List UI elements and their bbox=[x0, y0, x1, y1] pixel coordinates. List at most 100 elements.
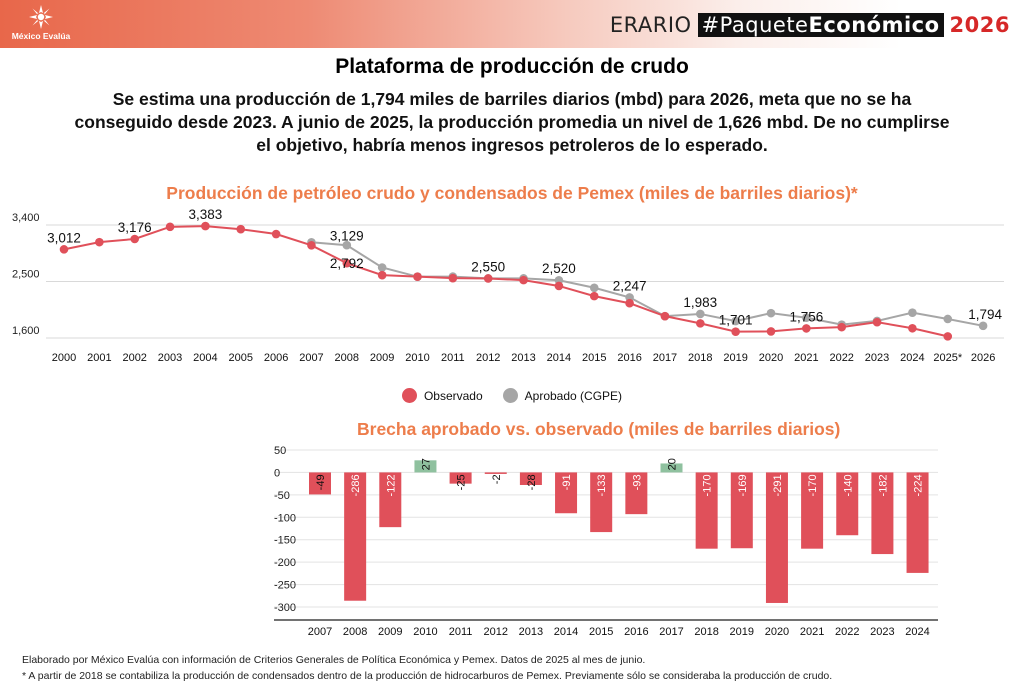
footnote-source: Elaborado por México Evalúa con informac… bbox=[22, 654, 646, 666]
x-tick-label: 2023 bbox=[865, 352, 889, 364]
erario-brand: ERARIO #PaqueteEconómico 2026 bbox=[610, 12, 1010, 38]
data-point-observed bbox=[625, 298, 634, 308]
data-label: 3,129 bbox=[330, 229, 364, 244]
data-point-observed bbox=[943, 332, 953, 341]
x-tick-label: 2026 bbox=[971, 352, 995, 364]
gap-bar bbox=[660, 463, 683, 473]
mexico-evalua-logo: México Evalúa bbox=[8, 4, 74, 46]
bar-value-label: -93 bbox=[631, 474, 643, 490]
gap-bar bbox=[555, 472, 578, 514]
series-line-observed bbox=[63, 225, 948, 338]
data-point-observed bbox=[731, 327, 740, 336]
x-tick-label: 2009 bbox=[370, 352, 394, 364]
data-point-approved bbox=[589, 283, 599, 293]
gap-bar bbox=[730, 472, 753, 549]
gap-bar bbox=[590, 472, 613, 533]
data-point-observed bbox=[908, 323, 917, 333]
x-tick-label: 2006 bbox=[264, 352, 288, 364]
x-tick-label: 2005 bbox=[229, 352, 253, 364]
x-tick-label: 2007 bbox=[308, 626, 332, 638]
y-tick-label: 2,500 bbox=[12, 269, 40, 281]
x-tick-label: 2015 bbox=[589, 626, 613, 638]
brand-bold: Económico bbox=[808, 13, 940, 37]
data-point-approved bbox=[766, 308, 776, 318]
gap-bar bbox=[871, 472, 894, 555]
data-point-observed bbox=[589, 291, 599, 301]
legend-dot-approved bbox=[502, 388, 518, 403]
gap-bar bbox=[625, 472, 648, 515]
data-label: 3,012 bbox=[47, 230, 81, 245]
legend-label-approved: Aprobado (CGPE) bbox=[524, 388, 623, 403]
data-point-observed bbox=[483, 274, 493, 283]
x-tick-label: 2013 bbox=[511, 352, 535, 364]
data-label: 2,550 bbox=[471, 259, 505, 274]
data-label: 2,520 bbox=[542, 261, 576, 276]
line-chart-title: Producción de petróleo crudo y condensad… bbox=[166, 183, 858, 203]
x-tick-label: 2016 bbox=[617, 352, 641, 364]
bar-value-label: 27 bbox=[420, 458, 432, 470]
data-point-observed bbox=[130, 234, 139, 244]
brand-hash: #Paquete bbox=[701, 13, 809, 37]
gap-bar bbox=[906, 472, 929, 573]
bar-value-label: -224 bbox=[913, 474, 925, 496]
x-tick-label: 2022 bbox=[829, 352, 853, 364]
data-label: 2,247 bbox=[613, 278, 647, 293]
gap-bar bbox=[519, 472, 542, 485]
bar-value-label: -25 bbox=[456, 474, 468, 490]
data-point-observed bbox=[342, 258, 352, 268]
data-point-approved bbox=[342, 240, 352, 250]
y-tick-label: -300 bbox=[274, 602, 296, 614]
data-label: 1,756 bbox=[789, 309, 823, 324]
x-tick-label: 2004 bbox=[193, 352, 217, 364]
page-subtitle: Se estima una producción de 1,794 miles … bbox=[74, 89, 950, 155]
line-chart-legend: Observado Aprobado (CGPE) bbox=[0, 388, 1024, 403]
x-tick-label: 2007 bbox=[299, 352, 323, 364]
data-point-observed bbox=[872, 317, 882, 327]
bar-value-label: -140 bbox=[842, 474, 854, 496]
data-point-observed bbox=[519, 275, 528, 285]
data-point-observed bbox=[802, 324, 811, 333]
data-point-observed bbox=[271, 229, 281, 239]
gap-bar bbox=[449, 472, 472, 484]
data-point-approved bbox=[908, 308, 917, 318]
data-point-observed bbox=[95, 237, 104, 247]
x-tick-label: 2011 bbox=[449, 626, 473, 638]
bar-chart-title: Brecha aprobado vs. observado (miles de … bbox=[357, 419, 841, 439]
data-point-observed bbox=[307, 241, 316, 250]
bar-value-label: -28 bbox=[526, 474, 538, 490]
bar-value-label: -133 bbox=[596, 474, 608, 496]
data-point-observed bbox=[413, 272, 422, 281]
gap-bar bbox=[309, 472, 331, 495]
x-tick-label: 2017 bbox=[659, 626, 683, 638]
y-tick-label: 0 bbox=[274, 467, 280, 479]
bar-value-label: -49 bbox=[315, 474, 327, 490]
data-point-observed bbox=[660, 311, 670, 321]
x-tick-label: 2021 bbox=[794, 352, 818, 364]
gap-bar bbox=[379, 472, 402, 528]
x-tick-label: 2012 bbox=[476, 352, 500, 364]
data-label: 2,792 bbox=[330, 256, 364, 271]
gap-bar bbox=[695, 472, 718, 549]
x-tick-label: 2015 bbox=[582, 352, 606, 364]
x-tick-label: 2019 bbox=[730, 626, 754, 638]
gap-bar bbox=[765, 472, 788, 603]
legend-item-observed: Observado bbox=[401, 388, 483, 403]
x-tick-label: 2010 bbox=[405, 352, 429, 364]
data-point-observed bbox=[766, 327, 776, 336]
data-point-approved bbox=[943, 314, 953, 324]
data-point-approved bbox=[978, 321, 988, 331]
gap-bar bbox=[484, 472, 507, 474]
bar-value-label: -170 bbox=[807, 474, 819, 496]
data-label: 1,701 bbox=[719, 313, 753, 328]
y-tick-label: 50 bbox=[274, 445, 286, 457]
x-tick-label: 2014 bbox=[554, 626, 578, 638]
y-tick-label: -150 bbox=[274, 535, 296, 547]
logo-text: México Evalúa bbox=[11, 31, 71, 41]
data-label: 1,983 bbox=[683, 295, 717, 310]
x-tick-label: 2022 bbox=[835, 626, 859, 638]
bar-value-label: -286 bbox=[350, 474, 362, 496]
y-tick-label: -250 bbox=[274, 580, 296, 592]
legend-label-observed: Observado bbox=[423, 388, 483, 403]
data-point-observed bbox=[448, 273, 458, 283]
gap-bar bbox=[414, 460, 437, 473]
